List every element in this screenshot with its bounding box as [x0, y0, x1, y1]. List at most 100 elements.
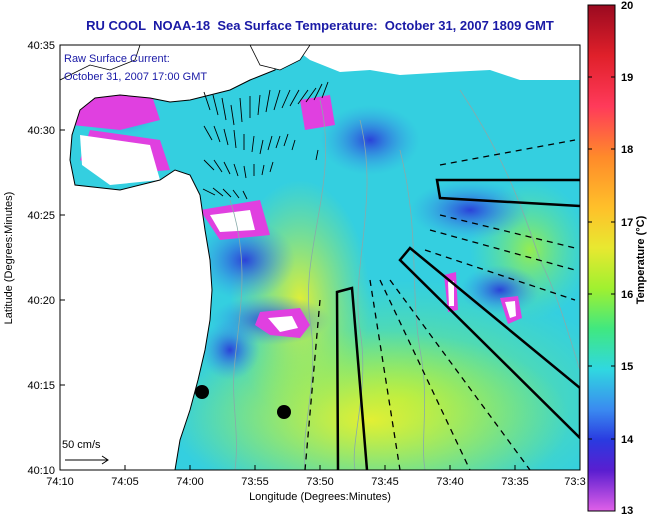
- current-vector: [251, 135, 255, 153]
- current-vector: [305, 87, 317, 103]
- colorbar-label: Temperature (°C): [635, 215, 647, 304]
- current-vector: [273, 89, 281, 111]
- current-legend-line2: October 31, 2007 17:00 GMT: [64, 71, 207, 83]
- cloud-mask-1: [268, 316, 298, 332]
- sst-magenta-patch-4: [300, 95, 335, 130]
- station-marker-2: [277, 405, 291, 419]
- current-vector: [313, 83, 323, 101]
- map-title: RU COOL NOAA-18 Sea Surface Temperature:…: [86, 18, 554, 33]
- x-tick-label: 74:05: [111, 476, 139, 488]
- y-axis: 40:35 40:30 40:25 40:20 40:15 40:10 Lati…: [3, 40, 65, 477]
- current-vector: [269, 161, 274, 173]
- current-vector: [291, 139, 296, 151]
- current-vector: [275, 135, 281, 149]
- current-vector: [213, 159, 223, 173]
- bathymetry-contour-2: [353, 119, 368, 470]
- colorbar-tick-label: 17: [621, 217, 633, 229]
- colorbar-tick-label: 19: [621, 72, 633, 84]
- colorbar-tick-label: 13: [621, 505, 633, 517]
- y-axis-label: Latitude (Degrees:Minutes): [3, 192, 15, 325]
- colorbar-gradient: [587, 4, 616, 512]
- cloud-mask-2: [505, 301, 516, 318]
- current-vector: [203, 125, 213, 141]
- current-vector: [221, 97, 227, 121]
- survey-box-south: [335, 286, 369, 470]
- current-vector: [259, 139, 264, 155]
- colorbar-tick-label: 18: [621, 144, 633, 156]
- current-vector: [261, 164, 265, 176]
- current-vector: [223, 161, 231, 175]
- current-vector: [297, 89, 309, 105]
- station-marker-1: [195, 385, 209, 399]
- bathymetry-contour-5: [459, 89, 580, 371]
- current-vector: [242, 190, 248, 200]
- current-vector: [202, 188, 216, 196]
- current-scale-label: 50 cm/s: [62, 439, 101, 451]
- x-tick-marks: [59, 465, 581, 470]
- x-tick-label: 73:3: [564, 476, 585, 488]
- land-long-island: [249, 45, 311, 71]
- survey-boxes: [335, 178, 580, 470]
- x-tick-label: 73:35: [501, 476, 529, 488]
- x-tick-label: 73:40: [436, 476, 464, 488]
- sst-blue-patch-1: [320, 105, 420, 175]
- dashed-line: [439, 214, 576, 249]
- current-vector: [203, 159, 215, 171]
- current-vector: [212, 187, 224, 197]
- x-tick-label: 73:55: [241, 476, 269, 488]
- x-axis: 74:10 74:05 74:00 73:55 73:50 73:45 73:4…: [46, 465, 586, 503]
- current-vector: [321, 81, 329, 99]
- current-vector: [223, 128, 229, 146]
- current-vector: [265, 89, 271, 113]
- current-vector: [283, 133, 289, 147]
- colorbar-tick-label: 15: [621, 361, 633, 373]
- current-vector: [239, 97, 243, 123]
- current-vector: [232, 189, 240, 199]
- land-staten-island: [60, 45, 141, 81]
- current-vector: [233, 163, 239, 177]
- current-vector: [233, 129, 237, 149]
- sst-blue-patch-2: [410, 180, 530, 240]
- dashed-line: [424, 249, 576, 301]
- x-tick-label: 73:50: [306, 476, 334, 488]
- dashed-line: [439, 139, 576, 166]
- bathymetry-contour-4: [399, 149, 426, 470]
- colorbar-tick-label: 16: [621, 289, 633, 301]
- x-tick-label: 73:45: [371, 476, 399, 488]
- dashed-line: [379, 279, 471, 470]
- survey-dashed-lines: [304, 139, 576, 470]
- current-legend-line1: Raw Surface Current:: [64, 53, 170, 65]
- current-vector: [243, 165, 247, 179]
- x-tick-label: 74:10: [46, 476, 74, 488]
- dashed-line: [429, 229, 576, 271]
- y-tick-label: 40:25: [27, 210, 55, 222]
- current-vectors: [202, 81, 329, 200]
- current-scale-arrow: [65, 455, 109, 465]
- bathymetry-contour-1: [303, 99, 327, 470]
- current-vector: [257, 94, 261, 116]
- y-tick-label: 40:30: [27, 125, 55, 137]
- y-tick-label: 40:15: [27, 380, 55, 392]
- current-vector: [281, 89, 291, 109]
- current-vector: [289, 89, 300, 107]
- x-axis-label: Longitude (Degrees:Minutes): [249, 491, 391, 503]
- current-vector: [267, 135, 273, 151]
- sst-field: [60, 45, 580, 470]
- current-vector: [213, 125, 221, 143]
- colorbar: 20 19 18 17 16 15 14 13 Temperature (°C): [587, 0, 647, 517]
- x-tick-label: 74:00: [176, 476, 204, 488]
- bathymetry-contour-3: [229, 199, 243, 470]
- current-vector: [203, 91, 211, 111]
- sst-blue-patch-7: [460, 265, 540, 315]
- land-new-jersey: [60, 45, 281, 470]
- cloud-mask-west: [80, 135, 160, 185]
- colorbar-tick-label: 14: [621, 434, 634, 446]
- cloud-mask-mid: [210, 210, 255, 232]
- y-tick-marks: [60, 44, 65, 471]
- current-vector: [212, 94, 219, 116]
- y-tick-label: 40:20: [27, 295, 55, 307]
- y-tick-label: 40:10: [27, 465, 55, 477]
- current-vector: [222, 188, 232, 198]
- current-vector: [230, 104, 235, 126]
